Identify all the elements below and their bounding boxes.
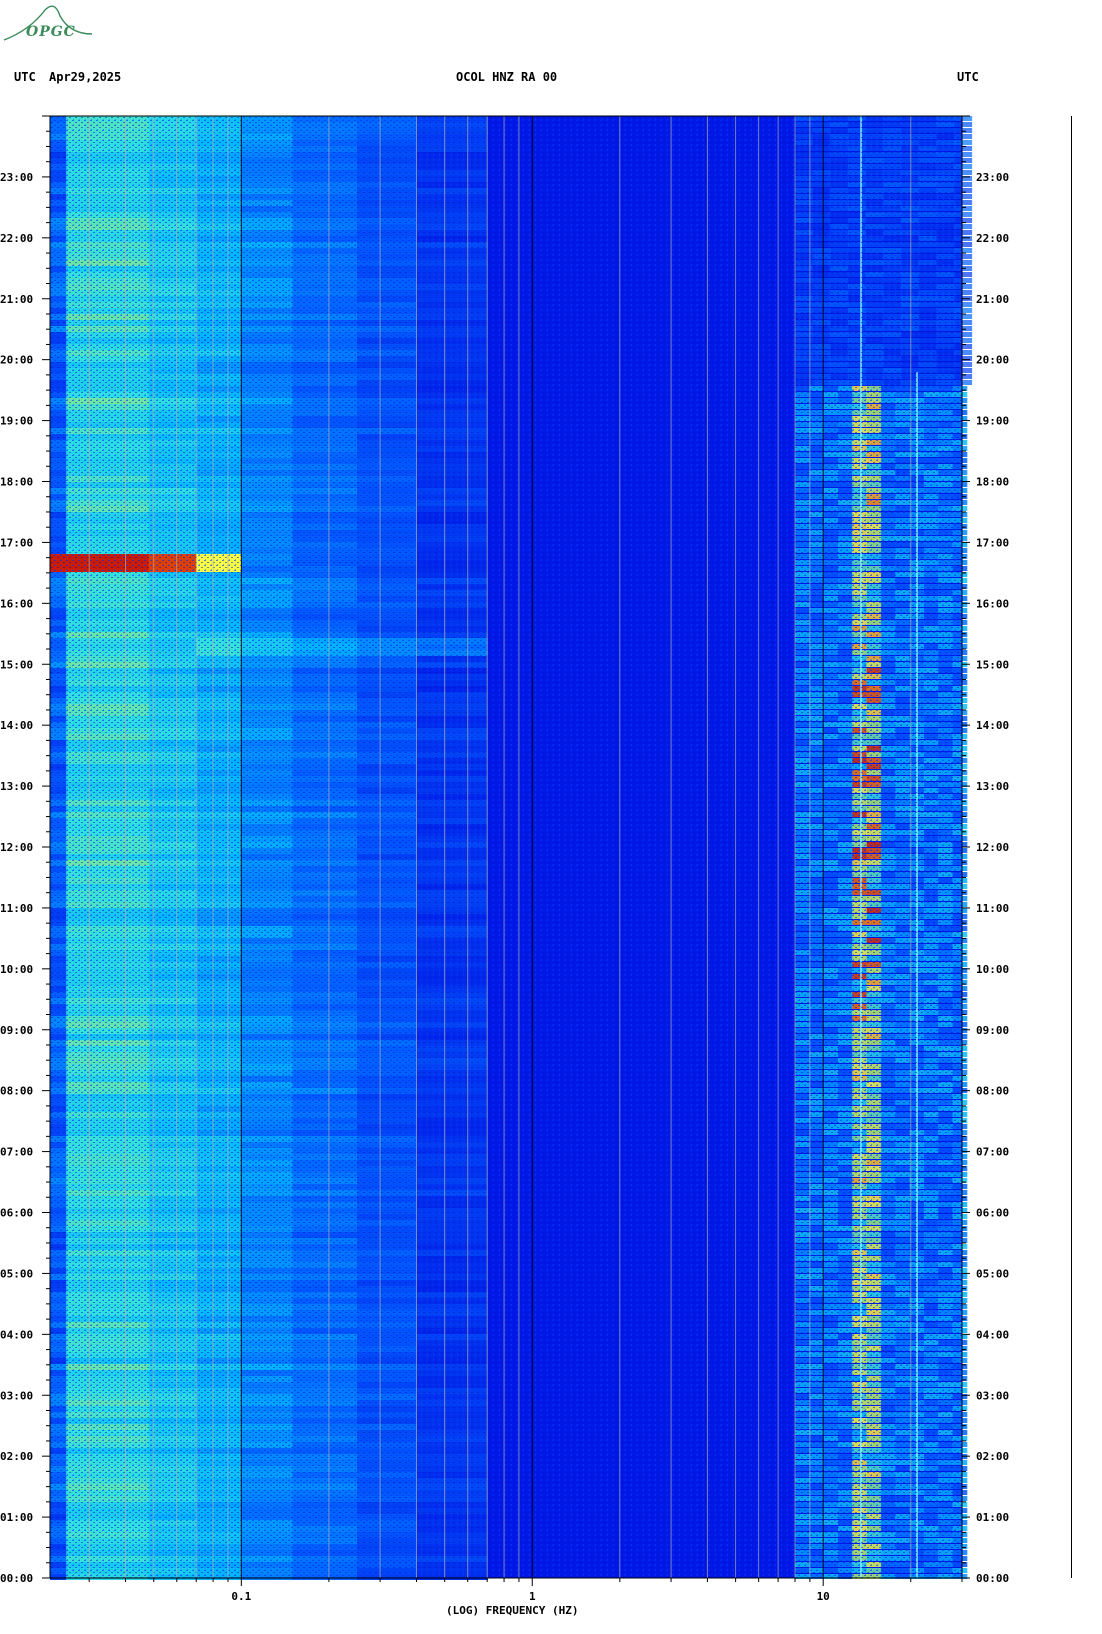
activity-cell bbox=[953, 380, 973, 385]
time-label-left: 14:00 bbox=[0, 719, 33, 732]
activity-cell bbox=[953, 368, 973, 373]
time-label-left: 03:00 bbox=[0, 1389, 33, 1402]
activity-cell bbox=[953, 200, 973, 205]
time-label-left: 21:00 bbox=[0, 293, 33, 306]
time-label-left: 23:00 bbox=[0, 171, 33, 184]
time-label-left: 05:00 bbox=[0, 1267, 33, 1280]
activity-cell bbox=[953, 158, 973, 163]
activity-cell bbox=[953, 326, 973, 331]
time-label-left: 06:00 bbox=[0, 1207, 33, 1220]
activity-cell bbox=[953, 272, 973, 277]
activity-cell bbox=[953, 302, 973, 307]
activity-cell bbox=[953, 278, 973, 283]
activity-cell bbox=[953, 218, 973, 223]
opgc-logo: OPGC bbox=[0, 0, 100, 50]
activity-cell bbox=[953, 314, 973, 319]
activity-cell bbox=[953, 230, 973, 235]
time-label-left: 17:00 bbox=[0, 536, 33, 549]
header-station: OCOL HNZ RA 00 bbox=[456, 70, 558, 84]
activity-cell bbox=[953, 224, 973, 229]
time-label-left: 00:00 bbox=[0, 1572, 33, 1585]
activity-cell bbox=[953, 290, 973, 295]
activity-cell bbox=[953, 134, 973, 139]
activity-cell bbox=[953, 128, 973, 133]
activity-cell bbox=[953, 236, 973, 241]
frequency-gridlines bbox=[49, 115, 963, 1579]
activity-cell bbox=[953, 356, 973, 361]
activity-cell bbox=[953, 206, 973, 211]
right-time-axis: 00:0001:0002:0003:0004:0005:0006:0007:00… bbox=[962, 115, 1009, 1585]
activity-cell bbox=[953, 164, 973, 169]
activity-cell bbox=[953, 362, 973, 367]
activity-cell bbox=[953, 338, 973, 343]
activity-cell bbox=[953, 374, 973, 379]
activity-cell bbox=[953, 260, 973, 265]
time-label-left: 11:00 bbox=[0, 902, 33, 915]
spectrogram-texture bbox=[50, 116, 962, 1578]
activity-cell bbox=[953, 140, 973, 145]
activity-cell bbox=[953, 122, 973, 127]
activity-cell bbox=[953, 242, 973, 247]
activity-cell bbox=[953, 212, 973, 217]
header-left-timezone: UTC bbox=[14, 70, 36, 84]
activity-cell bbox=[953, 194, 973, 199]
time-label-left: 16:00 bbox=[0, 597, 33, 610]
activity-cell bbox=[953, 308, 973, 313]
left-time-axis: 00:00 01:00 02:00 03:00 04:00 05:00 06:00 07:00… bbox=[0, 115, 50, 1585]
time-label-left: 08:00 bbox=[0, 1085, 33, 1098]
time-label-left: 12:00 bbox=[0, 841, 33, 854]
time-label-left: 01:00 bbox=[0, 1511, 33, 1524]
activity-cell bbox=[953, 332, 973, 337]
time-label-left: 04:00 bbox=[0, 1328, 33, 1341]
activity-cell bbox=[953, 344, 973, 349]
time-label-left: 18:00 bbox=[0, 476, 33, 489]
activity-cell bbox=[953, 170, 973, 175]
activity-cell bbox=[953, 350, 973, 355]
activity-cell bbox=[953, 248, 973, 253]
time-label-left: 20:00 bbox=[0, 354, 33, 367]
logo-graphic bbox=[3, 5, 93, 41]
time-label-left: 07:00 bbox=[0, 1146, 33, 1159]
header-right-timezone: UTC bbox=[957, 70, 979, 84]
time-label-left: 02:00 bbox=[0, 1450, 33, 1463]
time-label-left: 22:00 bbox=[0, 232, 33, 245]
time-label-left: 13:00 bbox=[0, 780, 33, 793]
activity-cell bbox=[953, 254, 973, 259]
time-label-left: 10:00 bbox=[0, 963, 33, 976]
time-label-left: 15:00 bbox=[0, 658, 33, 671]
activity-cell bbox=[953, 284, 973, 289]
activity-cell bbox=[953, 176, 973, 181]
header-date: Apr29,2025 bbox=[49, 70, 122, 84]
activity-cell bbox=[953, 320, 973, 325]
time-label-left: 19:00 bbox=[0, 415, 33, 428]
time-label-left: 09:00 bbox=[0, 1024, 33, 1037]
activity-cell bbox=[953, 146, 973, 151]
activity-cell bbox=[953, 152, 973, 157]
logo-text: OPGC bbox=[26, 24, 76, 40]
activity-cell bbox=[953, 188, 973, 193]
activity-cell bbox=[953, 182, 973, 187]
activity-cell bbox=[953, 116, 973, 121]
